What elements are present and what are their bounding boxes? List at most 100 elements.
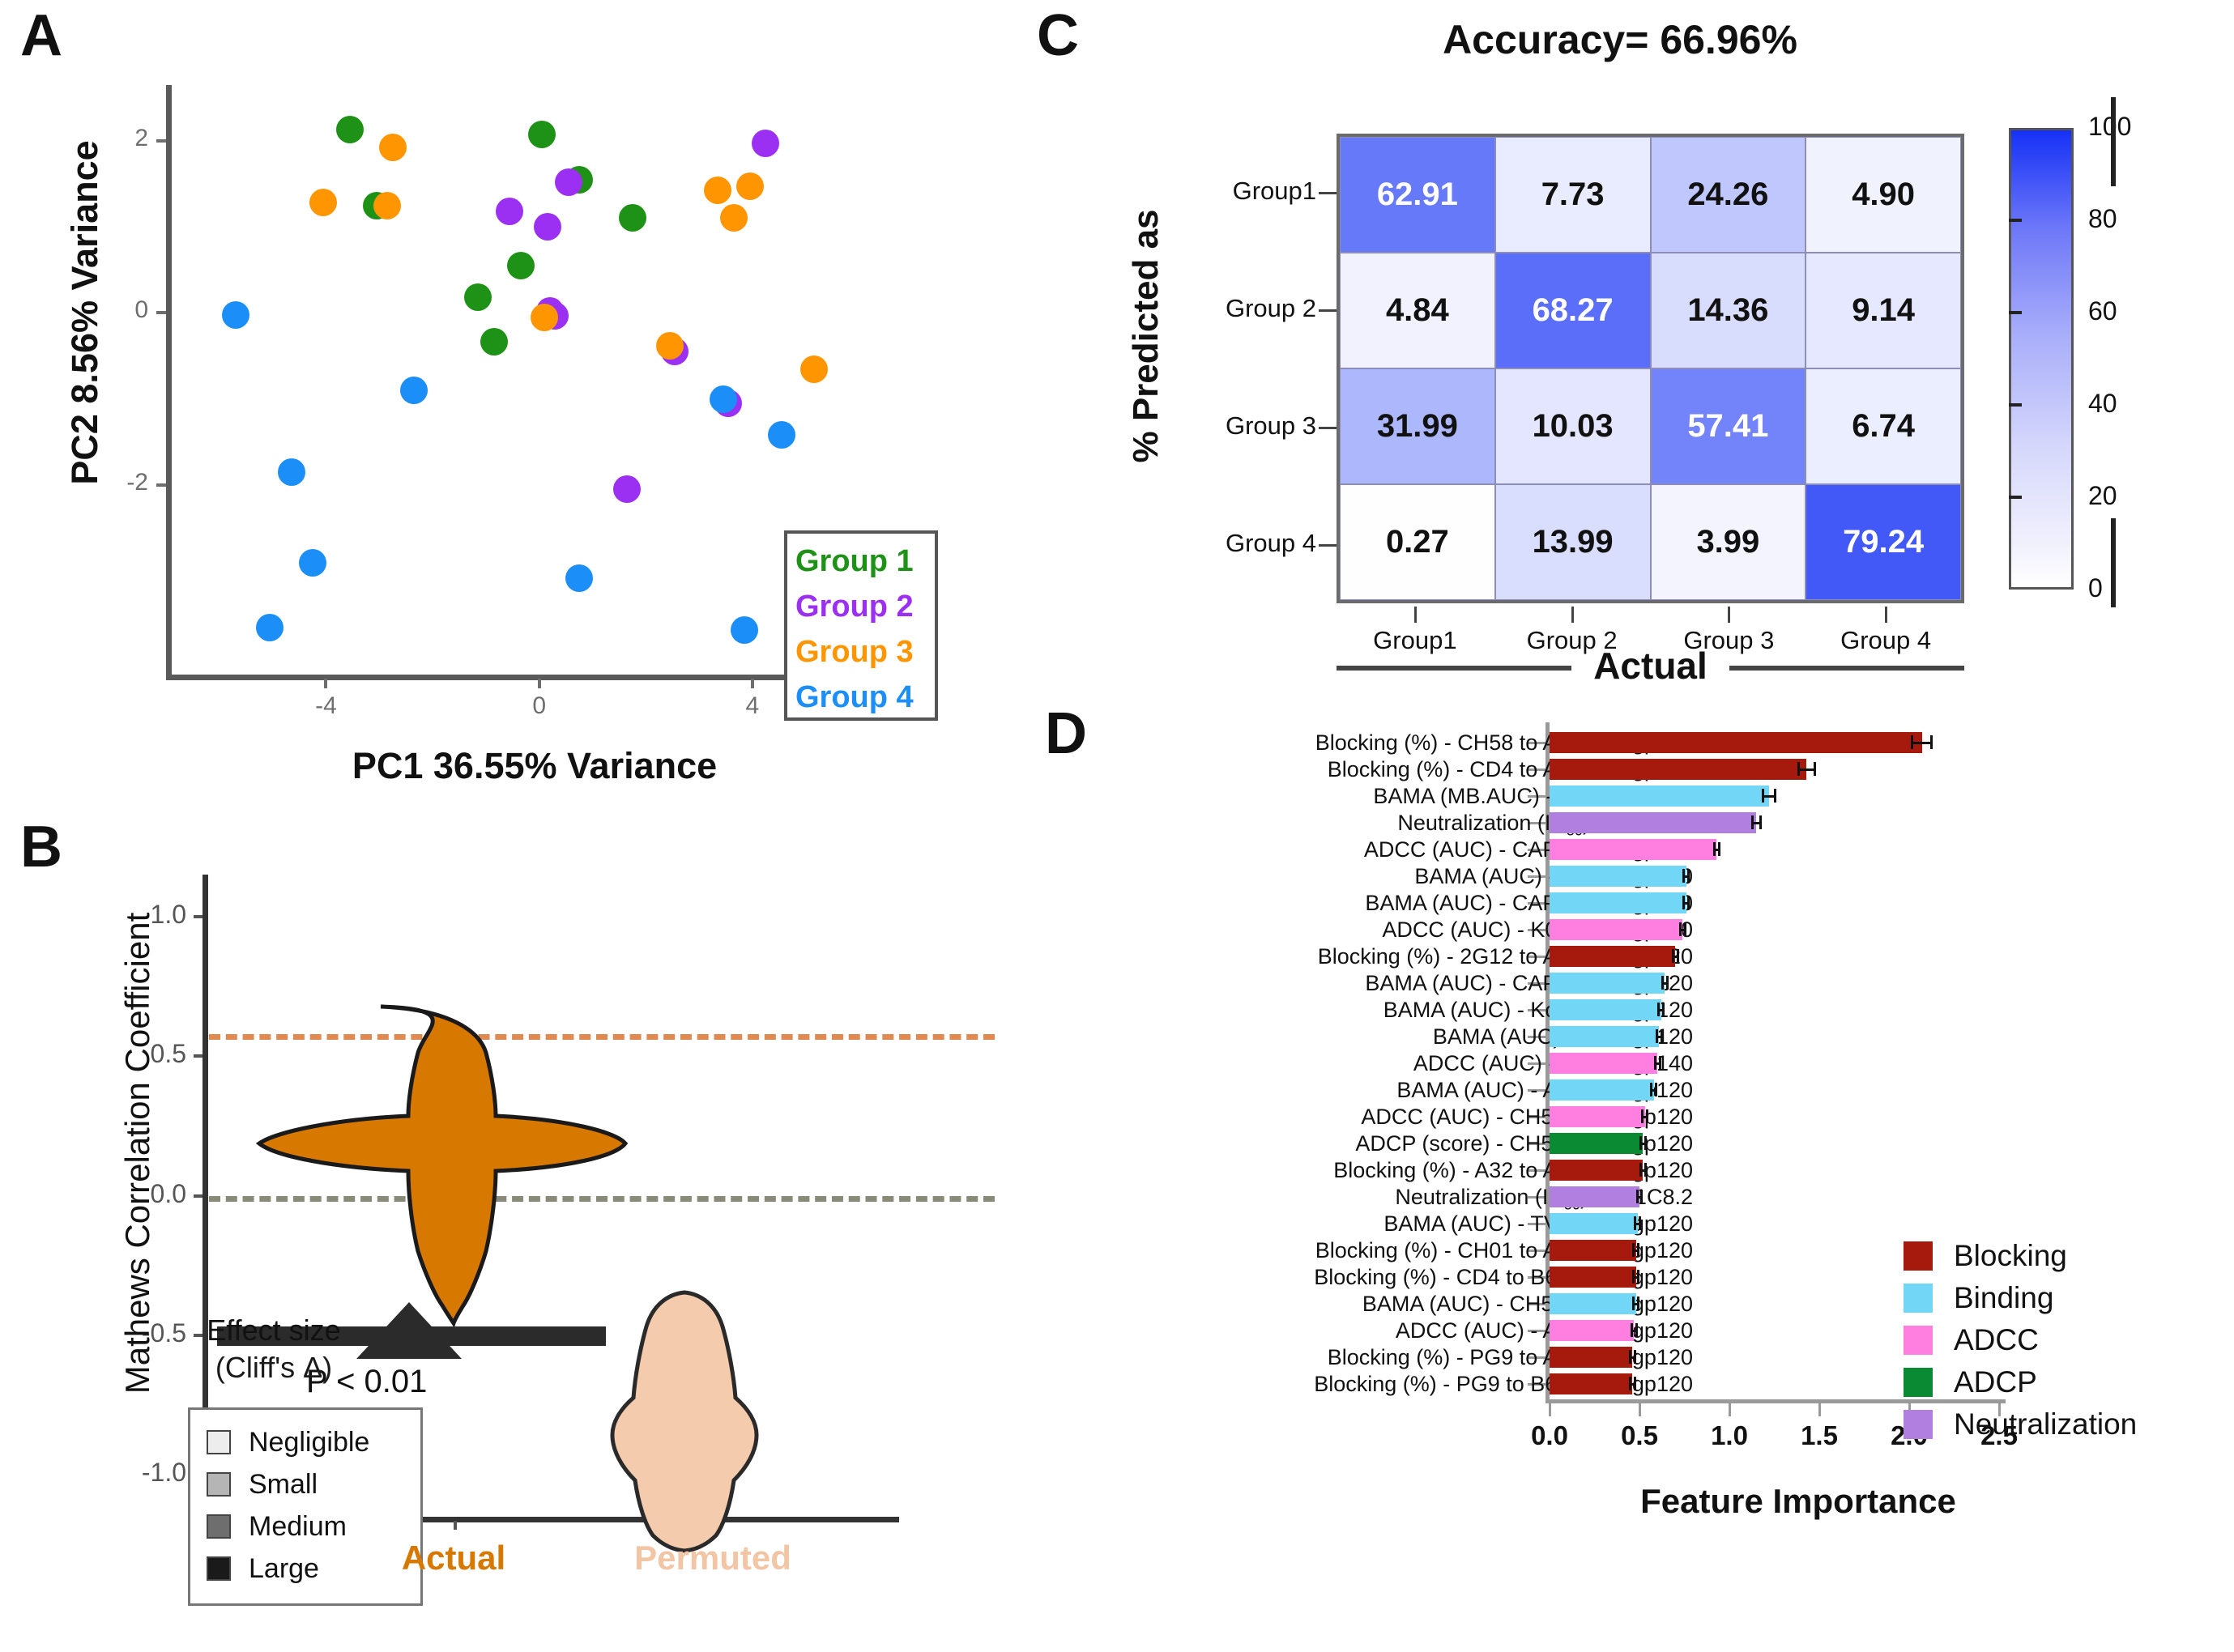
pca-x-axis-line bbox=[166, 675, 919, 680]
pca-x-axis-label: PC1 36.55% Variance bbox=[352, 745, 718, 786]
feature-importance-error-cap-right bbox=[1717, 841, 1720, 856]
violin-reference-line bbox=[209, 1195, 995, 1202]
feature-importance-bar bbox=[1550, 1132, 1644, 1154]
predicted-axis-rule-bottom bbox=[2111, 518, 2116, 607]
legend-item-blocking[interactable]: Blocking bbox=[1904, 1235, 2137, 1277]
effect-size-legend-item-small[interactable]: Small bbox=[207, 1463, 420, 1505]
feature-importance-row-tick bbox=[1528, 955, 1545, 958]
feature-importance-error-cap-right bbox=[1759, 815, 1762, 829]
pca-point bbox=[527, 121, 556, 149]
pca-point bbox=[531, 303, 559, 331]
violin-y-tick-label: 1.0 bbox=[150, 899, 186, 929]
feature-importance-row-tick bbox=[1528, 794, 1545, 798]
feature-importance-error-bar bbox=[1657, 1008, 1665, 1011]
feature-importance-error-bar bbox=[1671, 955, 1679, 958]
violin-x-tick bbox=[690, 1521, 693, 1530]
confusion-matrix-cell: 62.91 bbox=[1340, 137, 1495, 253]
feature-importance-error-cap-right bbox=[1637, 1296, 1639, 1310]
confusion-matrix-cell: 10.03 bbox=[1494, 368, 1651, 484]
legend-item-neutralization[interactable]: Neutralization bbox=[1904, 1403, 2137, 1446]
large-swatch bbox=[207, 1556, 231, 1581]
violin-y-tick-label: 0.0 bbox=[150, 1178, 186, 1208]
legend-item-binding[interactable]: Binding bbox=[1904, 1277, 2137, 1319]
feature-importance-row-tick bbox=[1528, 901, 1545, 905]
pca-x-tick bbox=[750, 679, 754, 688]
colorbar-tick-label: 40 bbox=[2088, 389, 2117, 418]
confusion-matrix-cell: 57.41 bbox=[1650, 368, 1806, 484]
pca-point bbox=[400, 377, 428, 405]
pca-point bbox=[277, 458, 305, 487]
pca-legend-item-group4[interactable]: Group 4 bbox=[795, 680, 914, 714]
feature-importance-row-label: ADCC (AUC) - A244D11gp120 bbox=[1395, 1318, 1693, 1343]
feature-importance-row-tick bbox=[1528, 1142, 1545, 1145]
pca-legend: Group 1 Group 2 Group 3 Group 4 bbox=[784, 530, 938, 721]
pca-legend-item-group3[interactable]: Group 3 bbox=[795, 635, 914, 669]
confusion-matrix-cell: 24.26 bbox=[1650, 137, 1806, 253]
pca-point bbox=[309, 189, 338, 217]
panel-b-violin-plot: B -1.0 -0.5 0.0 0.5 1.0 P < 0.01 Effect size… bbox=[0, 810, 1013, 1652]
feature-importance-error-bar bbox=[1678, 928, 1686, 931]
feature-importance-row-tick bbox=[1528, 1222, 1545, 1225]
violin-x-tick bbox=[453, 1521, 457, 1530]
confusion-matrix-cell: 13.99 bbox=[1494, 484, 1651, 600]
feature-importance-error-cap-left bbox=[1650, 1082, 1653, 1096]
legend-item-adcc[interactable]: ADCC bbox=[1904, 1319, 2137, 1361]
confusion-matrix-row-tick bbox=[1319, 309, 1337, 312]
confusion-matrix-col-label: Group 4 bbox=[1840, 626, 1932, 654]
pca-legend-item-group2[interactable]: Group 2 bbox=[795, 590, 914, 624]
pca-point bbox=[799, 355, 828, 383]
feature-importance-error-bar bbox=[1911, 741, 1933, 744]
pca-x-tick bbox=[324, 679, 328, 688]
feature-importance-row-tick bbox=[1528, 1062, 1545, 1065]
feature-importance-error-bar bbox=[1661, 981, 1669, 985]
feature-importance-error-cap-right bbox=[1644, 1135, 1647, 1150]
feature-importance-error-cap-right bbox=[1637, 1269, 1639, 1284]
pca-point bbox=[735, 172, 764, 201]
panel-a-label: A bbox=[20, 3, 62, 68]
feature-importance-error-cap-right bbox=[1644, 1162, 1647, 1177]
colorbar-tick bbox=[2009, 403, 2022, 407]
adcc-label: ADCC bbox=[1954, 1323, 2039, 1356]
violin-y-tick-label: -1.0 bbox=[141, 1458, 186, 1488]
feature-importance-bar bbox=[1550, 1105, 1645, 1127]
pca-y-axis-line bbox=[166, 85, 172, 680]
pca-legend-item-group1[interactable]: Group 1 bbox=[795, 544, 914, 578]
neutralization-swatch bbox=[1904, 1410, 1933, 1439]
colorbar-tick bbox=[2009, 496, 2022, 499]
feature-importance-error-cap-left bbox=[1635, 1189, 1639, 1203]
feature-importance-row-label: Blocking (%) - PG9 to B6240D11gp120 bbox=[1314, 1371, 1693, 1396]
confusion-matrix-cell: 9.14 bbox=[1806, 253, 1961, 368]
feature-importance-error-bar bbox=[1682, 901, 1690, 905]
pca-y-tick bbox=[156, 483, 166, 488]
colorbar-tick-label: 80 bbox=[2088, 204, 2117, 233]
feature-importance-error-cap-left bbox=[1641, 1109, 1644, 1123]
feature-importance-error-bar bbox=[1628, 1356, 1636, 1359]
feature-importance-error-bar bbox=[1632, 1275, 1639, 1279]
feature-importance-error-cap-right bbox=[1646, 1109, 1649, 1123]
feature-importance-x-tick-label: 2.5 bbox=[1980, 1420, 2018, 1450]
feature-importance-bar bbox=[1550, 972, 1665, 994]
feature-importance-bar bbox=[1550, 1212, 1638, 1234]
feature-importance-row-tick bbox=[1528, 1169, 1545, 1172]
feature-importance-error-cap-left bbox=[1634, 1216, 1637, 1230]
effect-size-legend-item-large[interactable]: Large bbox=[207, 1548, 420, 1590]
pca-point bbox=[221, 300, 249, 329]
feature-importance-row-tick bbox=[1528, 741, 1545, 744]
feature-importance-row-tick bbox=[1528, 875, 1545, 878]
legend-item-adcp[interactable]: ADCP bbox=[1904, 1361, 2137, 1403]
violin-x-axis-line bbox=[203, 1517, 899, 1522]
confusion-matrix-grid: 62.91 7.73 24.26 4.90 4.84 68.27 14.36 9.14 31.9… bbox=[1337, 134, 1964, 603]
panel-d-label: D bbox=[1045, 701, 1087, 766]
confusion-matrix-col-tick bbox=[1885, 607, 1888, 623]
effect-size-legend-item-medium[interactable]: Medium bbox=[207, 1505, 420, 1548]
confusion-matrix-cell: 3.99 bbox=[1650, 484, 1806, 600]
confusion-matrix-title: Accuracy= 66.96% bbox=[1443, 17, 1797, 62]
pca-point bbox=[378, 134, 407, 162]
feature-importance-error-cap-right bbox=[1662, 1002, 1665, 1016]
effect-size-legend-item-negligible[interactable]: Negligible bbox=[207, 1421, 420, 1463]
colorbar-tick-label: 100 bbox=[2088, 112, 2132, 141]
feature-importance-error-cap-right bbox=[1813, 761, 1816, 776]
feature-importance-error-bar bbox=[1635, 1195, 1644, 1199]
feature-importance-bar bbox=[1550, 811, 1757, 833]
feature-importance-error-bar bbox=[1682, 875, 1690, 878]
